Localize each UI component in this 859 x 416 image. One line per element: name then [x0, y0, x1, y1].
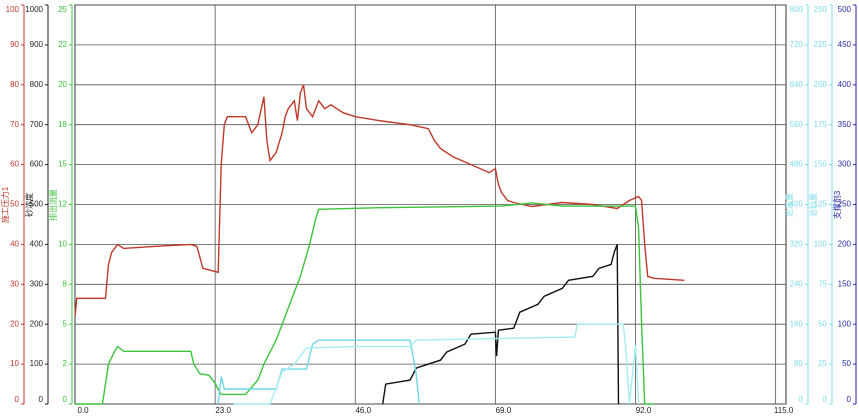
- y-tick-label: 800: [790, 5, 804, 14]
- y-tick-label: 12: [58, 200, 67, 209]
- y-tick-label: 200: [30, 319, 44, 328]
- y-tick-label: 720: [790, 40, 804, 49]
- x-tick-label: 92.0: [636, 406, 652, 415]
- series-line: [382, 244, 620, 405]
- y-tick-label: 10: [10, 359, 19, 368]
- y-tick-label: 22: [58, 40, 67, 49]
- y-tick-label: 0: [63, 395, 68, 404]
- y-tick-label: 800: [30, 80, 44, 89]
- y-axis-title: 总液量: [784, 193, 794, 217]
- x-tick-label: 69.0: [496, 406, 512, 415]
- y-tick-label: 5: [63, 319, 68, 328]
- y-tick-label: 160: [790, 319, 804, 328]
- y-tick-label: 300: [838, 160, 852, 169]
- x-tick-label: 23.0: [215, 406, 231, 415]
- y-tick-label: 225: [814, 40, 828, 49]
- y-tick-label: 30: [10, 279, 19, 288]
- series-line: [74, 84, 685, 317]
- y-axis-title: 总砂量: [808, 193, 818, 217]
- y-tick-label: 75: [818, 279, 827, 288]
- y-tick-label: 25: [58, 5, 67, 14]
- y-tick-label: 100: [814, 240, 828, 249]
- y-tick-label: 50: [842, 359, 851, 368]
- y-axis-title: 施工压力1: [0, 186, 10, 223]
- y-tick-label: 320: [790, 240, 804, 249]
- y-tick-label: 240: [790, 279, 804, 288]
- y-tick-label: 175: [814, 120, 828, 129]
- y-axis-title: 排出流量: [48, 189, 58, 221]
- y-tick-label: 400: [790, 200, 804, 209]
- y-tick-label: 10: [58, 240, 67, 249]
- y-tick-label: 50: [818, 319, 827, 328]
- y-tick-label: 600: [30, 160, 44, 169]
- y-tick-label: 18: [58, 120, 67, 129]
- y-tick-label: 60: [10, 160, 19, 169]
- y-tick-label: 900: [30, 40, 44, 49]
- y-tick-label: 1000: [25, 5, 43, 14]
- y-tick-label: 200: [838, 240, 852, 249]
- y-tick-label: 700: [30, 120, 44, 129]
- y-tick-label: 8: [63, 279, 68, 288]
- y-tick-label: 80: [10, 80, 19, 89]
- y-tick-label: 640: [790, 80, 804, 89]
- y-tick-label: 20: [58, 80, 67, 89]
- x-tick-label: 0.0: [77, 406, 89, 415]
- y-tick-label: 450: [838, 40, 852, 49]
- y-tick-label: 0: [15, 395, 20, 404]
- y-tick-label: 500: [30, 200, 44, 209]
- y-tick-label: 500: [838, 5, 852, 14]
- y-tick-label: 150: [814, 160, 828, 169]
- series-line: [217, 339, 420, 405]
- y-tick-label: 2: [63, 359, 68, 368]
- y-tick-label: 25: [818, 359, 827, 368]
- y-tick-label: 50: [10, 200, 19, 209]
- series-line: [75, 202, 654, 405]
- y-tick-label: 0: [847, 395, 852, 404]
- y-axis-title: 支撑剂3: [832, 190, 842, 219]
- y-tick-label: 250: [814, 5, 828, 14]
- y-tick-label: 125: [814, 200, 828, 209]
- x-tick-label: 115.0: [774, 406, 794, 415]
- y-tick-label: 90: [10, 40, 19, 49]
- y-tick-label: 40: [10, 240, 19, 249]
- y-tick-label: 100: [30, 359, 44, 368]
- y-tick-label: 560: [790, 120, 804, 129]
- x-tick-label: 46.0: [355, 406, 371, 415]
- y-tick-label: 400: [838, 80, 852, 89]
- y-tick-label: 400: [30, 240, 44, 249]
- y-tick-label: 100: [6, 5, 20, 14]
- y-tick-label: 70: [10, 120, 19, 129]
- y-tick-label: 200: [814, 80, 828, 89]
- y-axis-title: 砂浓度: [24, 193, 34, 217]
- y-tick-label: 150: [838, 279, 852, 288]
- y-tick-label: 100: [838, 319, 852, 328]
- y-tick-label: 0: [39, 395, 44, 404]
- y-tick-label: 0: [799, 395, 804, 404]
- y-tick-label: 20: [10, 319, 19, 328]
- y-tick-label: 80: [794, 359, 803, 368]
- series-line: [233, 323, 640, 405]
- y-tick-label: 350: [838, 120, 852, 129]
- y-tick-label: 300: [30, 279, 44, 288]
- y-tick-label: 15: [58, 160, 67, 169]
- y-tick-label: 0: [823, 395, 828, 404]
- y-tick-label: 480: [790, 160, 804, 169]
- y-tick-label: 250: [838, 200, 852, 209]
